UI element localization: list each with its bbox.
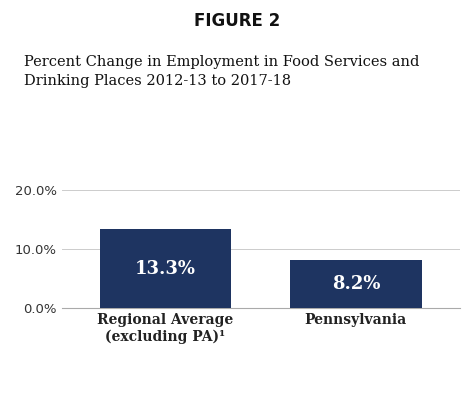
Text: 8.2%: 8.2% (332, 275, 380, 293)
Bar (100, 229, 231, 308)
Text: Percent Change in Employment in Food Services and
Drinking Places 2012-13 to 201: Percent Change in Employment in Food Ser… (24, 55, 419, 88)
Bar (290, 260, 422, 308)
Text: FIGURE 2: FIGURE 2 (194, 12, 280, 30)
Text: 13.3%: 13.3% (135, 260, 196, 278)
